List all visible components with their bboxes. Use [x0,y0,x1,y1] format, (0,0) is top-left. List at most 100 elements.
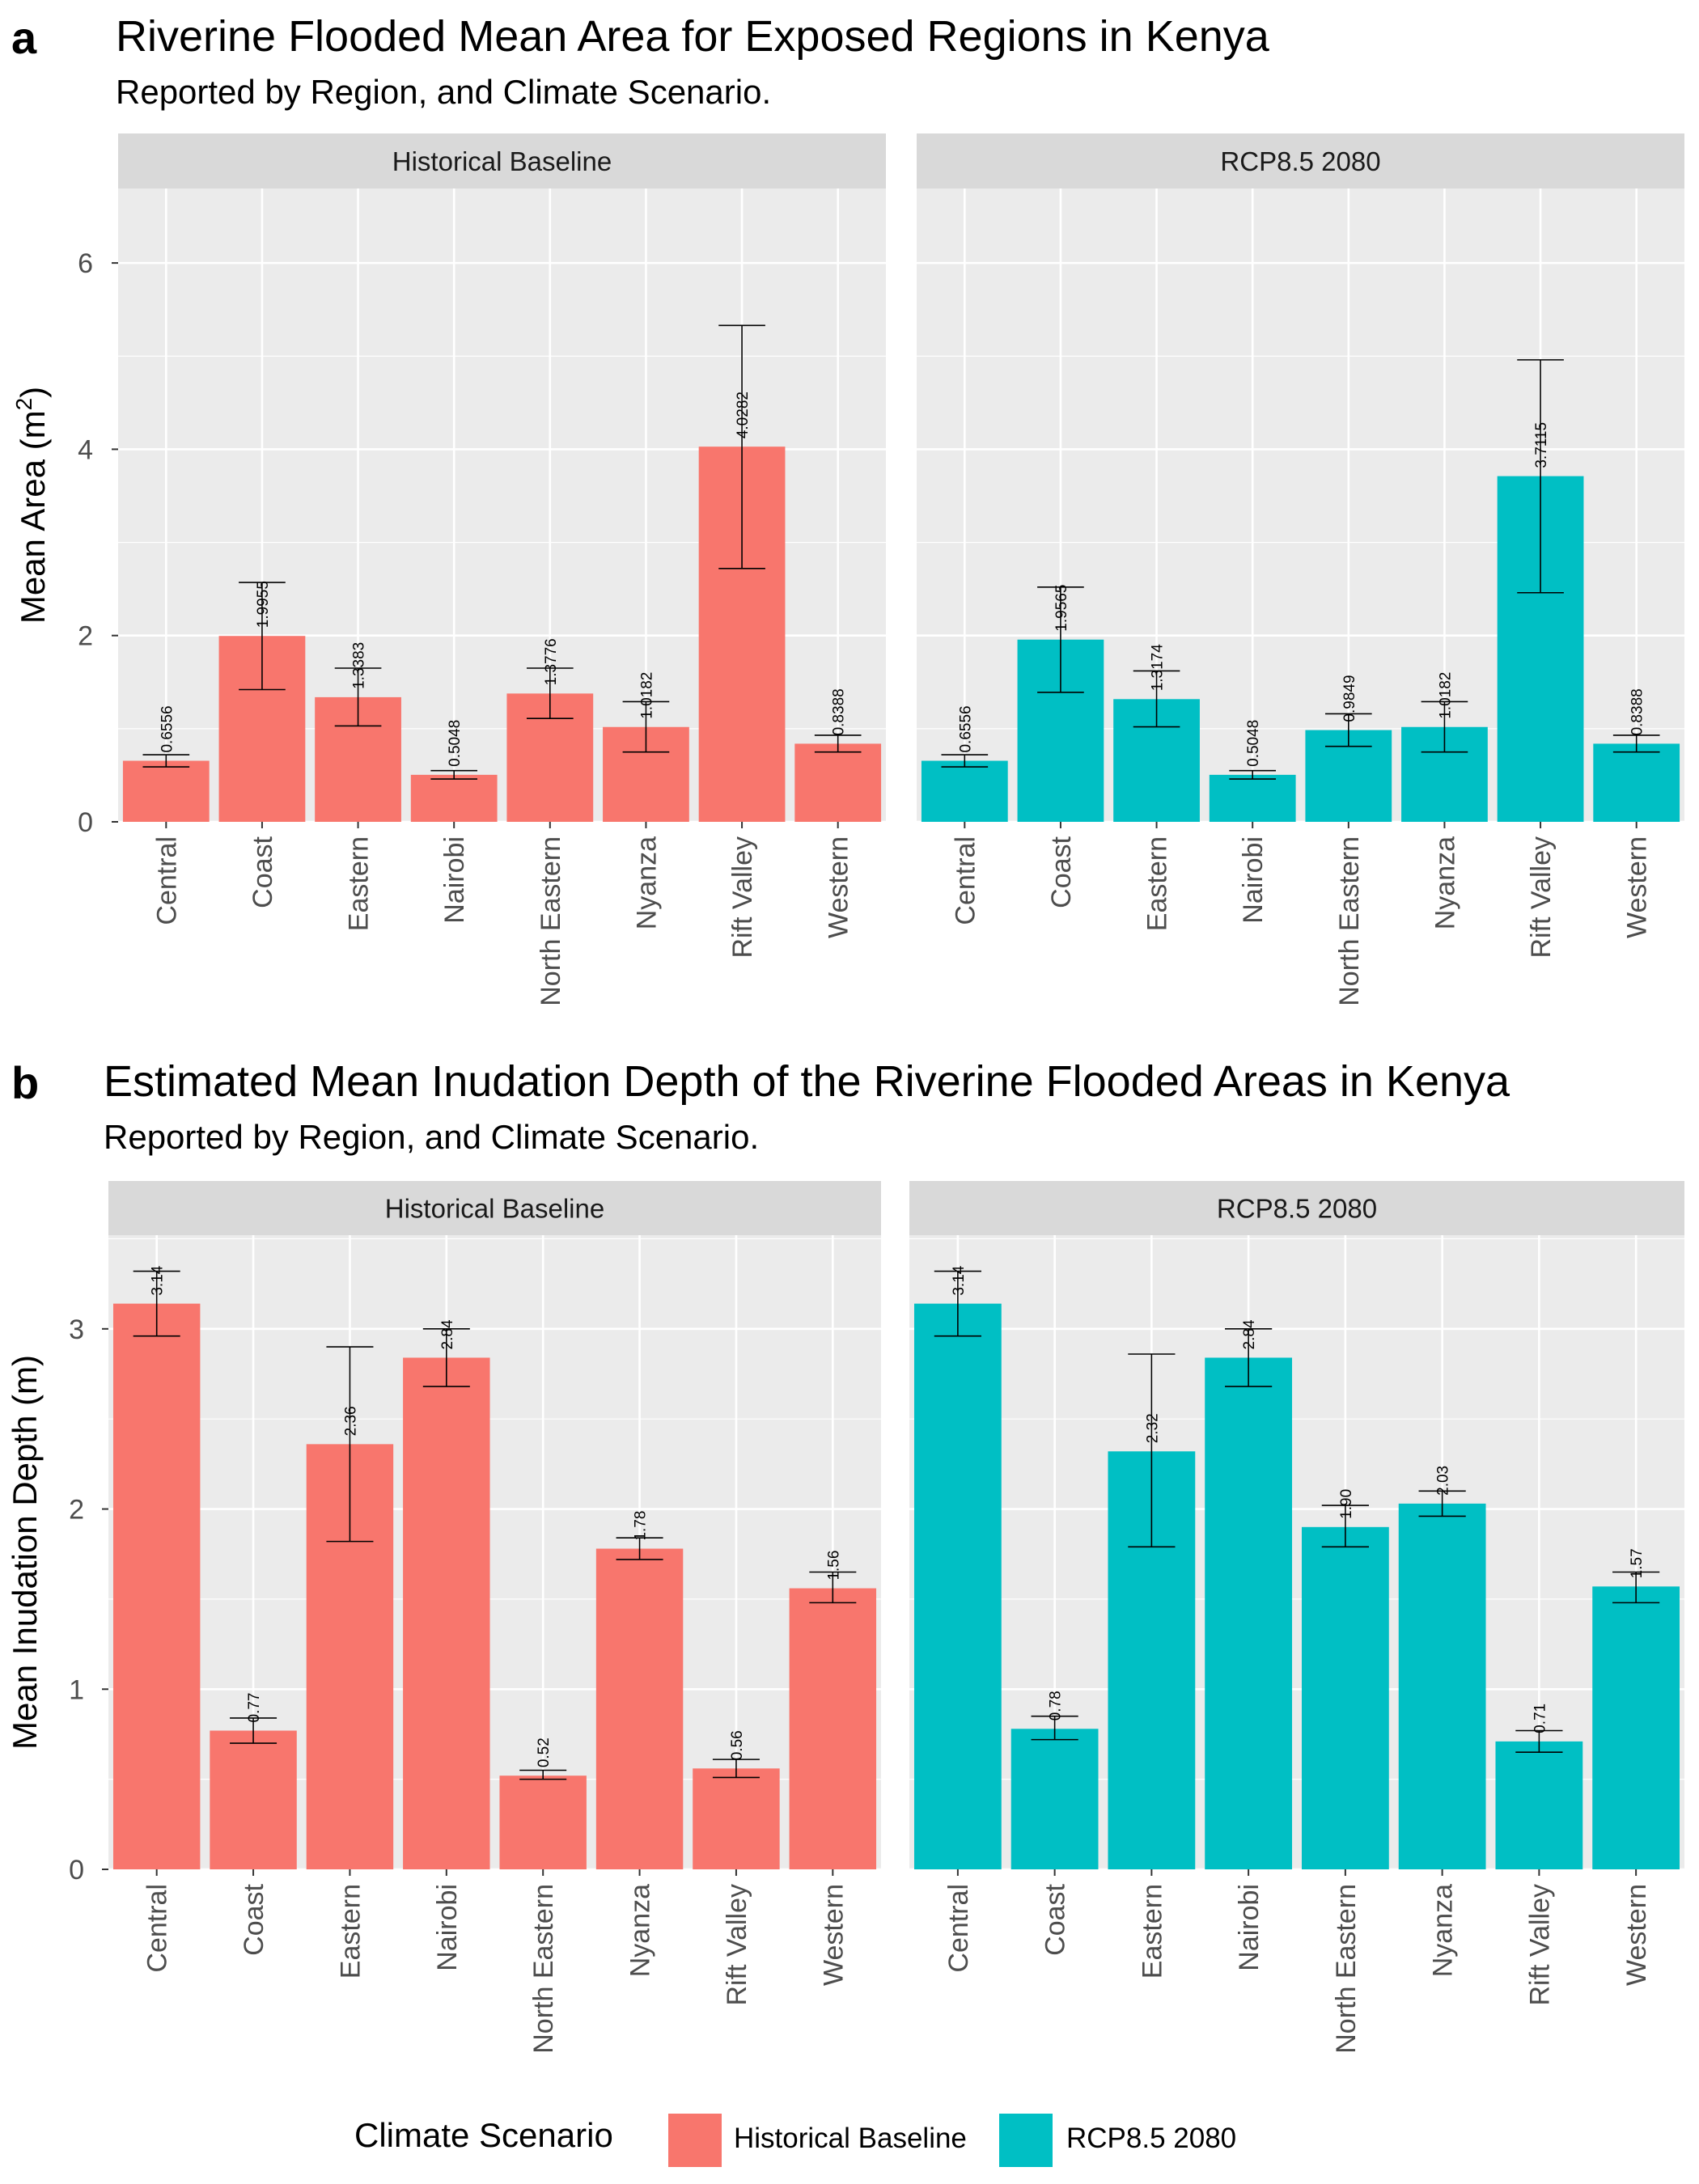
data-label: 1.0182 [1437,672,1454,719]
data-label: 2.36 [342,1406,359,1436]
data-label: 4.0282 [735,392,752,438]
facet-strip-label: RCP8.5 2080 [1217,1194,1377,1224]
panel-b-title: Estimated Mean Inudation Depth of the Ri… [104,1057,1510,1106]
x-tick-label: North Eastern [1334,836,1365,1006]
panel-b-facet-0: Historical Baseline 3.14 Central 0.77 Coast 2… [108,1181,881,2054]
x-tick-label: Nyanza [1428,1884,1459,1977]
x-tick-label: Eastern [344,836,375,931]
data-label: 2.03 [1435,1466,1452,1496]
x-tick-label: Central [151,836,182,925]
x-tick-label: Western [1621,1884,1652,1986]
data-label: 0.6556 [957,705,974,752]
x-tick-label: Central [142,1884,173,1973]
data-label: 0.5048 [447,720,464,767]
bar-central [913,1303,1002,1869]
facet-strip-label: Historical Baseline [385,1194,604,1224]
x-tick-label: Nairobi [1234,1884,1265,1971]
data-label: 1.9565 [1053,585,1070,632]
panel-a-facet-1: RCP8.5 2080 0.6556 Central 1.9565 Coast 1.317… [917,133,1684,1006]
panel-b-y-axis-title: Mean Inudation Depth (m) [6,1355,44,1750]
facet-strip-label: Historical Baseline [392,146,612,176]
x-tick-label: Coast [1046,836,1077,908]
data-label: 0.77 [246,1693,263,1723]
x-tick-label: Rift Valley [722,1884,752,2006]
panel-b-facet-1: RCP8.5 2080 3.14 Central 0.78 Coast 2.32 Easte… [909,1181,1684,2054]
data-label: 0.78 [1048,1691,1065,1721]
x-tick-label: Nairobi [1238,836,1269,924]
data-label: 2.32 [1144,1413,1161,1443]
panel-a-y-tick-label: 6 [78,248,93,279]
x-tick-label: Western [824,836,854,938]
bar-central [112,1303,201,1869]
legend-label-rcp: RCP8.5 2080 [1066,2123,1237,2154]
panel-b-y-tick-label: 2 [69,1495,84,1526]
bar-north-eastern [1301,1526,1389,1869]
bar-coast [1011,1729,1099,1869]
x-tick-label: Nairobi [439,836,470,924]
data-label: 2.84 [439,1319,456,1349]
data-label: 1.0182 [638,672,655,719]
bar-nyanza [595,1548,684,1869]
data-label: 0.6556 [159,705,176,752]
legend-key-rcp [999,2114,1053,2167]
bar-nairobi [1209,774,1296,822]
x-tick-label: Eastern [1142,836,1173,931]
bar-western [789,1588,877,1869]
bar-nairobi [1205,1357,1293,1869]
x-tick-label: Western [1622,836,1653,938]
data-label: 3.14 [951,1265,968,1295]
x-tick-label: Central [943,1884,974,1973]
panel-a-facet-0: Historical Baseline 0.6556 Central 1.9955 Co… [118,133,886,1006]
data-label: 0.8388 [831,688,848,735]
data-label: 2.84 [1241,1319,1258,1349]
facet-strip-label: RCP8.5 2080 [1220,146,1380,176]
panel-a-title: Riverine Flooded Mean Area for Exposed R… [116,12,1269,61]
x-tick-label: Nyanza [1430,836,1460,929]
x-tick-label: Coast [239,1883,269,1955]
data-label: 0.56 [729,1730,746,1760]
data-label: 3.14 [150,1265,167,1295]
bar-central [921,760,1008,822]
data-label: 3.7115 [1533,422,1550,468]
panel-a-y-axis-title: Mean Area (m2) [11,387,52,624]
data-label: 1.57 [1629,1548,1646,1578]
panel-b-letter: b [11,1057,40,1108]
panel-a-y-tick-label: 4 [78,434,93,465]
x-tick-label: Rift Valley [1524,1884,1555,2006]
bar-central [122,760,210,822]
legend-title: Climate Scenario [354,2116,613,2154]
x-tick-label: North Eastern [528,1884,559,2054]
data-label: 1.3776 [543,638,560,685]
x-tick-label: Nyanza [625,1884,656,1977]
data-label: 0.9849 [1341,675,1358,722]
facet-strip [909,1181,1684,1235]
bar-rift-valley [693,1768,780,1869]
data-label: 1.56 [825,1551,842,1581]
bar-nyanza [1398,1503,1486,1869]
data-label: 0.5048 [1245,720,1262,767]
x-tick-label: Nairobi [432,1884,463,1971]
data-label: 1.90 [1338,1489,1355,1519]
bar-north-eastern [499,1776,587,1869]
bar-rift-valley [1495,1741,1583,1869]
bar-nairobi [403,1357,490,1869]
panel-b-y-tick-label: 0 [69,1855,84,1886]
x-tick-label: North Eastern [536,836,566,1006]
data-label: 1.3174 [1150,644,1167,692]
panel-a-letter: a [11,12,37,63]
data-label: 0.52 [536,1737,553,1767]
legend-label-historical: Historical Baseline [734,2123,967,2154]
facet-strip [917,133,1684,188]
x-tick-label: Nyanza [631,836,662,929]
legend-key-historical [668,2114,722,2167]
panel-b-subtitle: Reported by Region, and Climate Scenario… [104,1118,760,1156]
bar-western [794,743,882,822]
data-label: 1.78 [633,1511,650,1541]
data-label: 1.9955 [255,581,272,628]
x-tick-label: Eastern [1137,1884,1167,1979]
panel-b-y-tick-label: 1 [69,1674,84,1705]
x-tick-label: Eastern [335,1884,366,1979]
data-label: 0.8388 [1629,688,1646,735]
x-tick-label: Central [950,836,981,925]
